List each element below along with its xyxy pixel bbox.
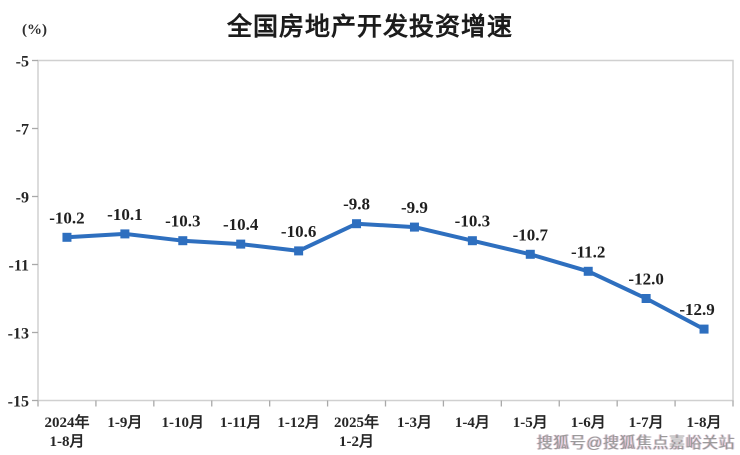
data-point-marker: [294, 246, 304, 256]
data-point-label: -9.8: [343, 195, 370, 214]
x-axis-category-label: 1-9月: [107, 414, 142, 431]
y-axis-tick-label: -15: [8, 394, 29, 411]
y-axis-tick-label: -13: [8, 326, 29, 343]
x-axis-category-label: 1-10月: [162, 414, 205, 431]
trend-line: [66, 221, 705, 331]
data-point-label: -12.9: [679, 300, 714, 319]
y-axis-tick-label: -9: [16, 190, 29, 207]
data-point-marker: [352, 219, 362, 229]
data-point-label: -11.2: [571, 242, 605, 261]
data-point-label: -10.2: [49, 208, 84, 227]
x-axis-category-label: 1-3月: [397, 414, 432, 431]
x-axis-category-label: 1-7月: [629, 414, 664, 431]
data-point-label: -10.3: [165, 212, 200, 231]
y-axis-tick-label: -5: [16, 54, 29, 71]
data-point-label: -12.0: [628, 270, 663, 289]
data-point-marker: [583, 266, 593, 276]
x-axis-category-label: 1-4月: [455, 414, 490, 431]
chart-title: 全国房地产开发投资增速: [226, 13, 513, 41]
x-axis-category-label: 1-5月: [513, 414, 548, 431]
data-point-label: -10.3: [455, 212, 490, 231]
plot-area-border: [37, 59, 734, 402]
x-axis-category-label: 2024年 1-8月: [44, 413, 89, 450]
watermark-text: 搜狐号@搜狐焦点嘉峪关站: [536, 435, 735, 452]
x-axis-category-label: 1-11月: [220, 414, 262, 431]
data-point-marker: [120, 229, 130, 239]
data-point-marker: [62, 232, 72, 242]
data-point-label: -10.6: [281, 222, 316, 241]
data-point-marker: [641, 294, 651, 303]
y-axis-tick-label: -11: [9, 258, 29, 275]
y-axis-tick-label: -7: [16, 122, 29, 139]
x-axis-category-label: 1-6月: [571, 414, 606, 431]
x-axis-category-label: 1-8月: [687, 414, 722, 431]
data-point-label: -10.7: [513, 225, 549, 244]
data-point-marker: [467, 236, 477, 246]
data-point-label: -10.4: [223, 215, 259, 234]
data-point-marker: [525, 249, 535, 259]
data-point-marker: [178, 236, 188, 246]
data-point-label: -9.9: [401, 198, 428, 217]
data-point-marker: [409, 222, 419, 232]
data-point-marker: [236, 239, 246, 249]
x-axis-category-label: 2025年 1-2月: [334, 413, 379, 450]
data-point-marker: [699, 324, 709, 334]
data-point-label: -10.1: [107, 205, 142, 224]
y-axis-unit-label: (%): [22, 22, 47, 38]
x-axis-category-label: 1-12月: [277, 414, 320, 431]
